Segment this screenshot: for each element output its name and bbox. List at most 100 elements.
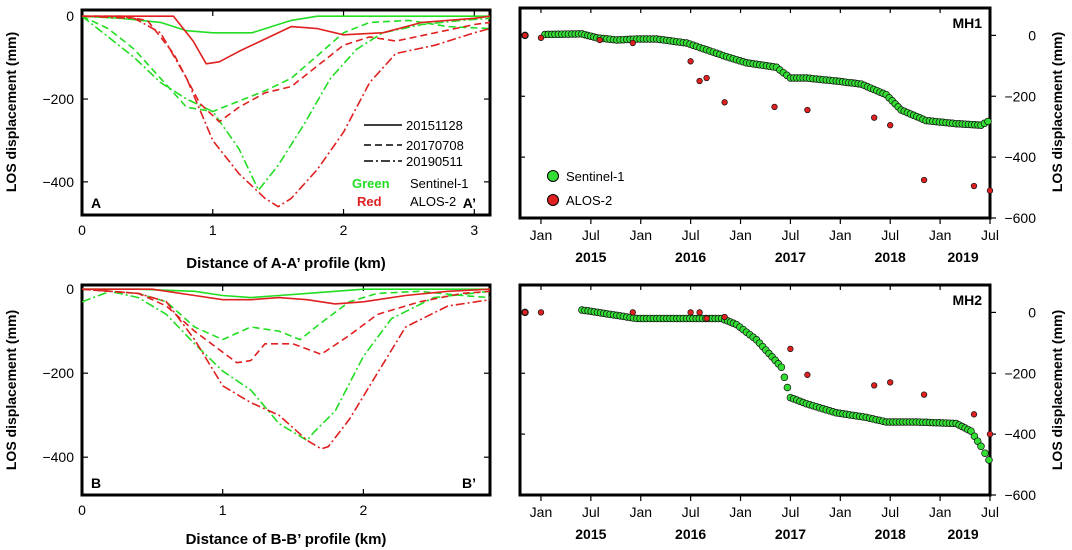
legend-color-green-sensor: Sentinel-1 xyxy=(410,176,469,191)
profile-a-legend-styles: 20151128 20170708 20190511 xyxy=(364,118,464,169)
month-tick-label: Jan xyxy=(829,227,852,243)
month-tick-label: Jul xyxy=(582,504,600,520)
mh2-frame xyxy=(518,283,992,497)
year-label: 2015 xyxy=(575,249,606,265)
profile-line xyxy=(82,288,490,299)
legend-color-red-sensor: ALOS-2 xyxy=(410,194,456,209)
month-tick-label: Jul xyxy=(881,227,899,243)
profile-line xyxy=(82,15,490,34)
xtick-label: 1 xyxy=(219,502,227,518)
mh2-ylabel: LOS displacement (mm) xyxy=(1049,310,1065,470)
profile-a-panel: 0 1 2 3 0 −200 −400 A A’ Distance of A-A’ prof… xyxy=(3,8,492,272)
year-label: 2019 xyxy=(947,249,978,265)
mh1-label: MH1 xyxy=(952,15,982,31)
sentinel-point xyxy=(977,442,985,451)
alos-point xyxy=(721,99,728,106)
alos-point xyxy=(703,74,710,82)
year-label: 2017 xyxy=(775,526,806,542)
xtick-label: 0 xyxy=(78,502,86,518)
profile-line xyxy=(82,288,490,450)
month-tick-label: Jan xyxy=(530,227,553,243)
alos-point xyxy=(521,309,529,316)
profile-line xyxy=(82,290,490,442)
ytick-label: −400 xyxy=(42,174,74,190)
month-tick-label: Jul xyxy=(981,504,999,520)
legend-color-red-word: Red xyxy=(357,194,382,209)
alos-point xyxy=(521,32,529,39)
month-tick-label: Jan xyxy=(929,227,952,243)
month-tick-label: Jan xyxy=(629,227,652,243)
alos-point xyxy=(687,58,694,65)
sentinel-point xyxy=(783,383,792,392)
profile-b-frame xyxy=(80,283,492,497)
profile-a-ylabel: LOS displacement (mm) xyxy=(3,32,19,192)
mh1-legend: Sentinel-1 ALOS-2 xyxy=(547,169,625,208)
profile-line xyxy=(82,15,490,191)
month-tick-label: Jul xyxy=(881,504,899,520)
alos-point xyxy=(629,39,636,47)
legend-sentinel-label: Sentinel-1 xyxy=(566,169,625,184)
month-tick-label: Jan xyxy=(729,227,752,243)
sentinel-point xyxy=(981,449,989,457)
ytick-label: −200 xyxy=(1004,365,1036,381)
alos-point xyxy=(629,309,636,316)
ytick-label: −400 xyxy=(42,449,74,465)
mh1-axes: Jan Jul Jan Jul Jan Jul Jan Jul Jan Jul 2015 2016 20… xyxy=(520,8,1036,265)
ytick-label: 0 xyxy=(66,281,74,297)
month-tick-label: Jan xyxy=(530,504,553,520)
alos-point xyxy=(986,187,994,194)
xtick-label: 2 xyxy=(359,502,367,518)
month-tick-label: Jan xyxy=(929,504,952,520)
ytick-label: 0 xyxy=(66,8,74,24)
xtick-label: 1 xyxy=(209,222,217,238)
legend-sentinel-marker xyxy=(547,170,559,182)
alos-point xyxy=(804,106,811,114)
profile-line xyxy=(82,288,490,364)
xtick-label: 3 xyxy=(470,222,478,238)
alos-point xyxy=(887,122,894,129)
year-label: 2018 xyxy=(875,526,906,542)
month-tick-label: Jul xyxy=(781,227,799,243)
alos-point xyxy=(986,430,994,438)
profile-a-xlabel: Distance of A-A’ profile (km) xyxy=(186,255,385,272)
alos-point xyxy=(970,182,978,190)
ytick-label: −200 xyxy=(1004,88,1036,104)
legend-alos-marker xyxy=(547,194,559,206)
month-tick-label: Jul xyxy=(781,504,799,520)
legend-style-dashed-label: 20170708 xyxy=(406,138,464,153)
sentinel-point xyxy=(985,456,993,464)
month-tick-label: Jan xyxy=(829,504,852,520)
corner-label-a-prime: A’ xyxy=(463,195,476,211)
ytick-label: −200 xyxy=(42,365,74,381)
corner-label-b: B xyxy=(91,475,101,491)
profile-line xyxy=(82,15,490,123)
sentinel-point xyxy=(984,117,992,126)
profile-line xyxy=(82,15,490,113)
profile-a-lines xyxy=(82,15,490,208)
alos-point xyxy=(537,309,545,316)
ytick-label: −400 xyxy=(1004,426,1036,442)
ytick-label: −200 xyxy=(42,91,74,107)
alos-point xyxy=(920,176,928,184)
legend-style-dashdot-label: 20190511 xyxy=(406,154,463,169)
profile-a-legend-colors: Green Sentinel-1 Red ALOS-2 xyxy=(352,176,469,209)
ytick-label: −600 xyxy=(1004,487,1036,503)
ytick-label: −400 xyxy=(1004,149,1036,165)
mh1-points xyxy=(521,30,994,194)
profile-b-axes: 0 1 2 0 −200 −400 xyxy=(42,281,490,518)
alos-point xyxy=(537,34,545,41)
profile-b-ylabel: LOS displacement (mm) xyxy=(3,310,19,470)
profile-b-xlabel: Distance of B-B’ profile (km) xyxy=(186,531,387,548)
mh2-panel: Jan Jul Jan Jul Jan Jul Jan Jul Jan Jul 2015 2016 20… xyxy=(518,283,1065,542)
mh2-label: MH2 xyxy=(952,292,982,308)
legend-color-green-word: Green xyxy=(352,176,390,191)
alos-point xyxy=(721,313,728,321)
month-tick-label: Jul xyxy=(682,227,700,243)
xtick-label: 0 xyxy=(78,222,86,238)
alos-point xyxy=(871,114,878,121)
profile-line xyxy=(82,288,490,305)
xtick-label: 2 xyxy=(340,222,348,238)
corner-label-a: A xyxy=(91,195,101,211)
month-tick-label: Jan xyxy=(629,504,652,520)
